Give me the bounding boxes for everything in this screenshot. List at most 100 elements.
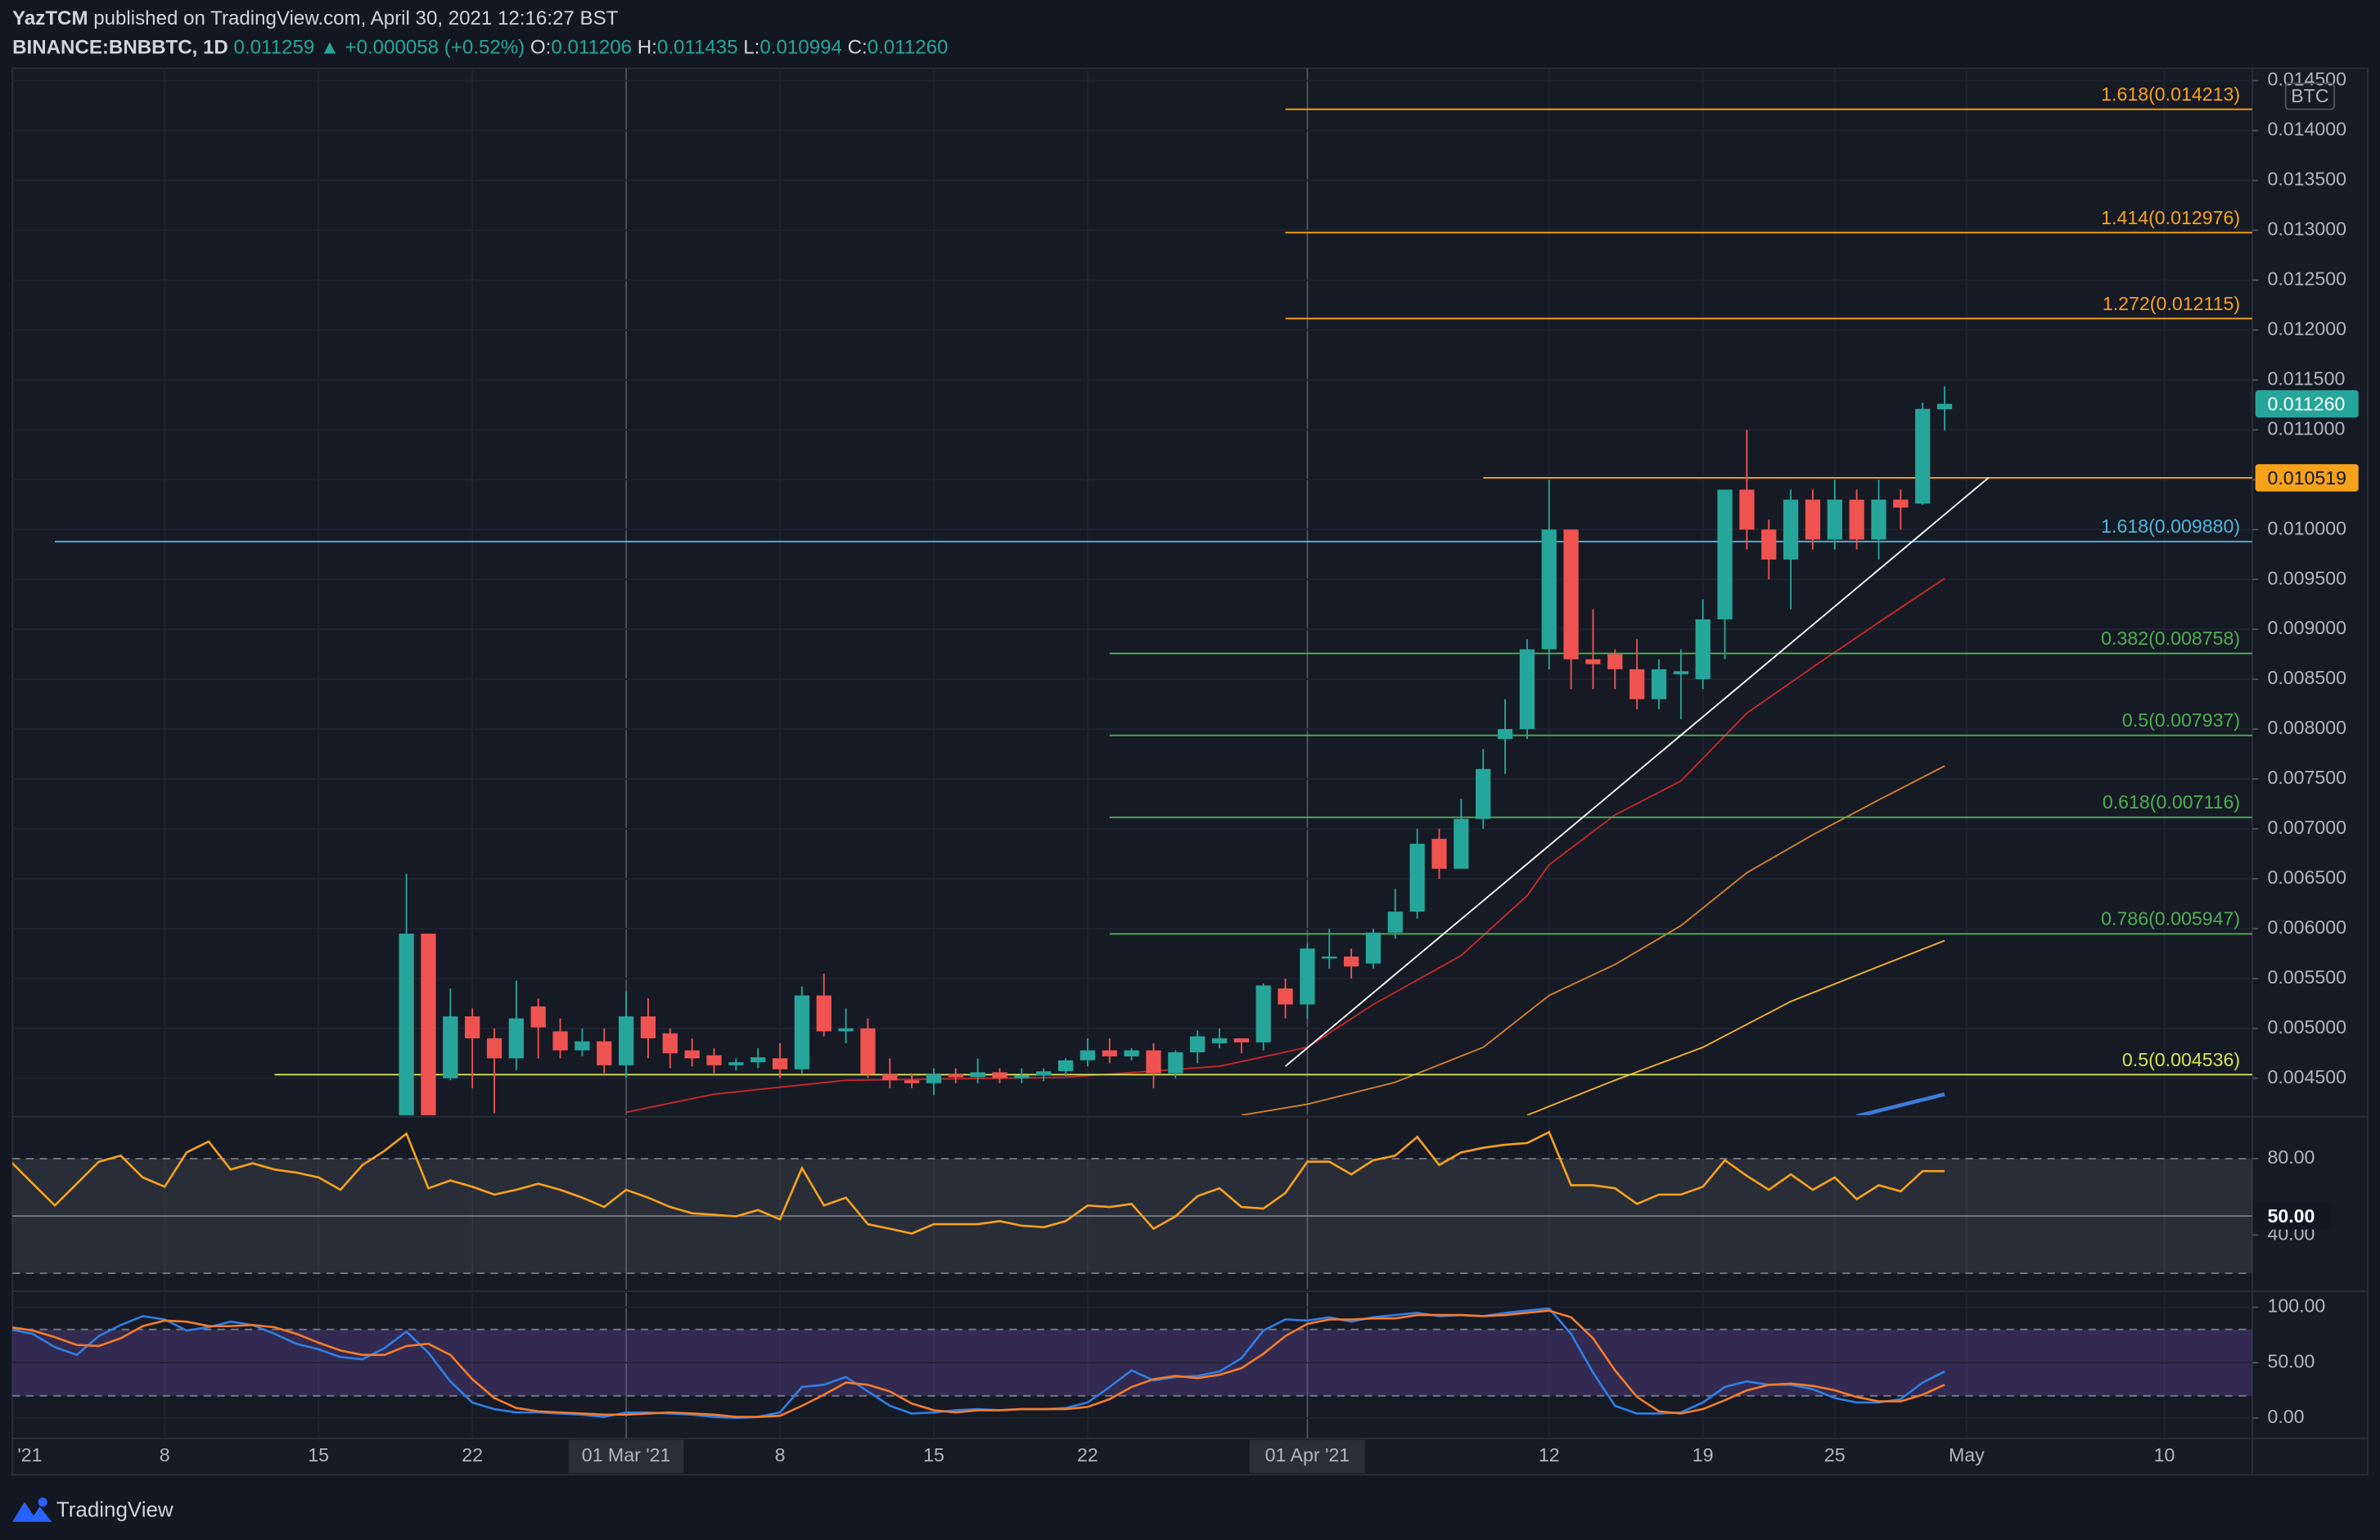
price-badge-label: 0.010519 [2267, 467, 2346, 489]
y-tick-label: 0.004500 [2267, 1066, 2346, 1087]
x-tick-label: Feb '21 [0, 1444, 43, 1466]
candle-body [1915, 408, 1931, 504]
y-tick-label: 0.011000 [2267, 417, 2345, 439]
y-tick-label: 0.013500 [2267, 169, 2346, 190]
y-tick-label: 0.014500 [2267, 69, 2346, 90]
x-tick-label: May [1949, 1444, 1985, 1466]
price-badge [2255, 390, 2359, 418]
y-tick-label: 80.00 [2267, 1146, 2315, 1168]
candle-body [882, 1074, 898, 1081]
candle-body [970, 1072, 985, 1078]
pane [12, 1292, 2252, 1439]
candle-body [508, 1018, 524, 1059]
price-axis: 0.004500 0.005000 0.005500 0.006000 0.006500… [2252, 69, 2359, 1427]
candle-body [751, 1057, 766, 1063]
candle-body [926, 1074, 942, 1083]
candle-body [530, 1006, 546, 1028]
trendline [1284, 477, 1990, 1067]
y-tick-label: 0.008000 [2267, 717, 2346, 738]
y-tick-label: 0.007000 [2267, 817, 2346, 838]
fib-level-label: 0.618(0.007116) [2103, 791, 2240, 813]
fib-level-label: 1.414(0.012976) [2101, 207, 2240, 228]
candle-body [1541, 529, 1557, 650]
fib-level-label: 0.786(0.005947) [2101, 908, 2240, 930]
ohlc-key: O: [530, 37, 551, 59]
ohlc-value: 0.011260 [868, 37, 949, 59]
price-badge-label: 0.011260 [2267, 394, 2345, 415]
candle-body [1146, 1050, 1161, 1074]
candle-body [684, 1050, 700, 1059]
x-tick-label: 25 [1824, 1444, 1846, 1466]
candle-body [838, 1028, 854, 1032]
logo-mark [12, 1502, 52, 1522]
candle-body [618, 1016, 634, 1065]
candle-body [1695, 619, 1711, 680]
candle-body [1717, 489, 1733, 619]
pane: 1.618(0.014213) 1.414(0.012976) 1.272(0.01… [12, 68, 2252, 1115]
fib-level-label: 0.5(0.004536) [2122, 1049, 2240, 1070]
candle-body [575, 1041, 590, 1051]
x-tick-label: 01 Apr '21 [1265, 1444, 1350, 1466]
candle-body [948, 1074, 963, 1078]
candle-body [1805, 499, 1821, 540]
candle-body [1036, 1071, 1052, 1076]
fib-level-label: 0.382(0.008758) [2101, 628, 2240, 649]
candle-body [992, 1072, 1007, 1078]
candle-body [706, 1055, 722, 1065]
time-axis: Feb '21 8 15 22 01 Mar '21 8 15 22 01 Apr '21 12 1… [0, 1439, 2175, 1474]
candle-body [1233, 1038, 1249, 1042]
candle-body [860, 1028, 876, 1074]
candle-body [1080, 1050, 1096, 1060]
y-tick-label: 0.005000 [2267, 1016, 2346, 1038]
symbol-line: BINANCE:BNBBTC, 1D 0.011259 ▲ +0.000058 … [12, 37, 948, 59]
price-badge [2255, 464, 2359, 492]
candle-body [1211, 1038, 1228, 1044]
candle-body [1454, 818, 1469, 869]
candle-body [552, 1031, 568, 1051]
y-tick-label: 0.012500 [2267, 268, 2346, 290]
indicator-line [12, 1130, 1945, 1235]
candle-body [1322, 956, 1337, 959]
midline-label: 50.00 [2267, 1205, 2315, 1227]
candle-body [1497, 729, 1513, 740]
candle-body [1827, 499, 1842, 540]
x-tick-label: 22 [1077, 1444, 1098, 1466]
x-tick-label: 19 [1693, 1444, 1714, 1466]
y-tick-label: 0.008500 [2267, 667, 2346, 688]
candle-body [662, 1033, 678, 1054]
candle-body [443, 1016, 458, 1078]
x-tick-label: 12 [1539, 1444, 1560, 1466]
fib-level-label: 1.618(0.009880) [2101, 516, 2240, 537]
candle-body [1168, 1052, 1183, 1074]
candle-body [486, 1038, 503, 1059]
candle-body [1190, 1036, 1206, 1053]
x-tick-label: 10 [2154, 1444, 2175, 1466]
moving-average [1526, 939, 1945, 1115]
brand: TradingView [56, 1499, 174, 1522]
candle-body [640, 1016, 656, 1038]
moving-average [1241, 765, 1945, 1115]
candle-body [1563, 529, 1579, 660]
y-tick-label: 0.006000 [2267, 916, 2346, 938]
author: YazTCM [12, 7, 88, 29]
candle-body [1673, 671, 1688, 674]
unit-badge [2284, 83, 2335, 110]
y-tick-label: 0.005500 [2267, 966, 2346, 988]
candle-body [1343, 956, 1359, 967]
x-tick-label: 01 Mar '21 [582, 1444, 671, 1466]
candle-body [1519, 649, 1535, 730]
y-tick-label: 0.009500 [2267, 567, 2346, 588]
candle-body [1651, 669, 1667, 700]
candle-body [1409, 844, 1425, 912]
candle-body [1783, 499, 1799, 560]
x-tick-label: 15 [923, 1444, 944, 1466]
x-tick-label: 22 [462, 1444, 483, 1466]
candle-body [1102, 1050, 1117, 1056]
ohlc-key: C: [848, 37, 868, 59]
candle-body [794, 995, 810, 1069]
y-tick-label: 50.00 [2267, 1350, 2315, 1371]
change: ▲ +0.000058 (+0.52%) [320, 37, 525, 59]
candle-body [465, 1016, 480, 1038]
candle-body [1124, 1050, 1139, 1056]
ohlc-key: L: [743, 37, 760, 59]
